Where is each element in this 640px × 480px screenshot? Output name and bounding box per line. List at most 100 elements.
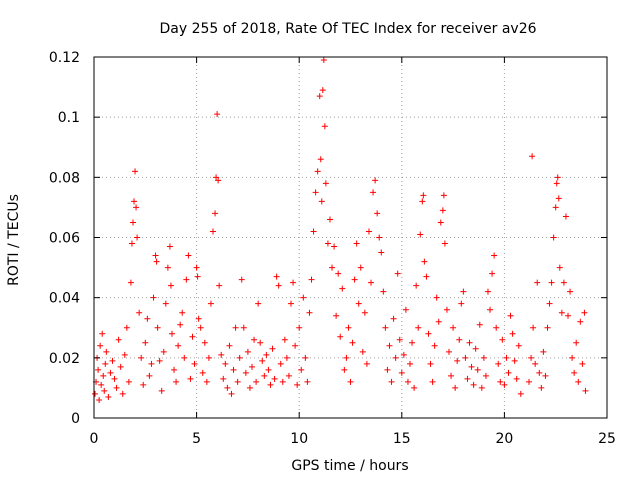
- data-point: [556, 264, 563, 271]
- data-point: [121, 351, 128, 358]
- data-point: [220, 375, 227, 382]
- data-point: [560, 279, 567, 286]
- data-point: [302, 354, 309, 361]
- data-point: [285, 372, 292, 379]
- data-point: [212, 210, 219, 217]
- data-point: [320, 57, 327, 64]
- data-point: [417, 231, 424, 238]
- data-point: [316, 93, 323, 100]
- data-point: [460, 288, 467, 295]
- data-point: [283, 354, 290, 361]
- data-point: [171, 366, 178, 373]
- data-point: [228, 390, 235, 397]
- data-point: [386, 342, 393, 349]
- data-point: [427, 360, 434, 367]
- data-point: [487, 306, 494, 313]
- data-point: [230, 366, 237, 373]
- data-point: [532, 360, 539, 367]
- data-point: [125, 378, 132, 385]
- data-point: [380, 288, 387, 295]
- data-point: [501, 381, 508, 388]
- data-point: [240, 324, 247, 331]
- x-tick-label: 10: [290, 431, 308, 447]
- data-point: [189, 333, 196, 340]
- data-point: [472, 345, 479, 352]
- data-point: [214, 111, 221, 118]
- data-point: [372, 177, 379, 184]
- data-point: [296, 324, 303, 331]
- data-point: [505, 369, 512, 376]
- data-point: [365, 228, 372, 235]
- data-point: [164, 264, 171, 271]
- data-point: [132, 168, 139, 175]
- data-point: [224, 384, 231, 391]
- data-point: [310, 228, 317, 235]
- data-point: [298, 366, 305, 373]
- y-tick-labels: 0 0.02 0.04 0.06 0.08 0.1 0.12: [49, 50, 80, 427]
- data-point: [173, 378, 180, 385]
- data-point: [210, 228, 217, 235]
- data-point: [259, 357, 266, 364]
- data-point: [528, 354, 535, 361]
- data-point: [95, 366, 102, 373]
- data-point: [466, 339, 473, 346]
- y-tick-label: 0.02: [49, 351, 80, 367]
- data-point: [343, 354, 350, 361]
- data-point: [215, 177, 222, 184]
- data-point: [103, 348, 110, 355]
- data-point: [482, 372, 489, 379]
- data-point: [263, 351, 270, 358]
- data-point: [183, 276, 190, 283]
- data-point: [177, 321, 184, 328]
- data-point: [119, 390, 126, 397]
- data-point: [454, 357, 461, 364]
- data-point: [191, 360, 198, 367]
- grid-lines: [94, 57, 607, 418]
- x-tick-label: 20: [495, 431, 513, 447]
- data-point: [306, 309, 313, 316]
- data-point: [515, 342, 522, 349]
- data-point: [97, 342, 104, 349]
- data-point: [509, 330, 516, 337]
- data-point: [529, 153, 536, 160]
- data-point: [205, 354, 212, 361]
- data-point: [503, 354, 510, 361]
- y-tick-label: 0.06: [49, 231, 80, 247]
- data-point: [236, 354, 243, 361]
- data-point: [571, 369, 578, 376]
- data-point: [102, 360, 109, 367]
- data-point: [581, 309, 588, 316]
- data-point: [548, 279, 555, 286]
- data-point: [413, 282, 420, 289]
- data-point: [249, 363, 256, 370]
- data-point: [142, 339, 149, 346]
- data-point: [569, 354, 576, 361]
- data-point: [349, 339, 356, 346]
- data-point: [462, 354, 469, 361]
- data-point: [308, 276, 315, 283]
- data-point: [361, 309, 368, 316]
- data-point: [136, 309, 143, 316]
- data-point: [554, 174, 561, 181]
- data-point: [345, 324, 352, 331]
- data-point: [491, 252, 498, 259]
- x-tick-label: 5: [192, 431, 201, 447]
- data-point: [160, 348, 167, 355]
- data-point: [194, 273, 201, 280]
- data-point: [322, 180, 329, 187]
- y-tick-label: 0: [71, 411, 80, 427]
- data-point: [355, 300, 362, 307]
- data-point: [450, 324, 457, 331]
- y-tick-label: 0.12: [49, 50, 80, 66]
- data-point: [452, 384, 459, 391]
- data-point: [396, 336, 403, 343]
- data-point: [152, 252, 159, 259]
- data-point: [347, 378, 354, 385]
- x-tick-labels: 0 5 10 15 20 25: [90, 431, 616, 447]
- data-point: [253, 378, 260, 385]
- data-point: [244, 348, 251, 355]
- data-point: [577, 318, 584, 325]
- data-point: [123, 324, 130, 331]
- data-point: [456, 336, 463, 343]
- data-point: [318, 198, 325, 205]
